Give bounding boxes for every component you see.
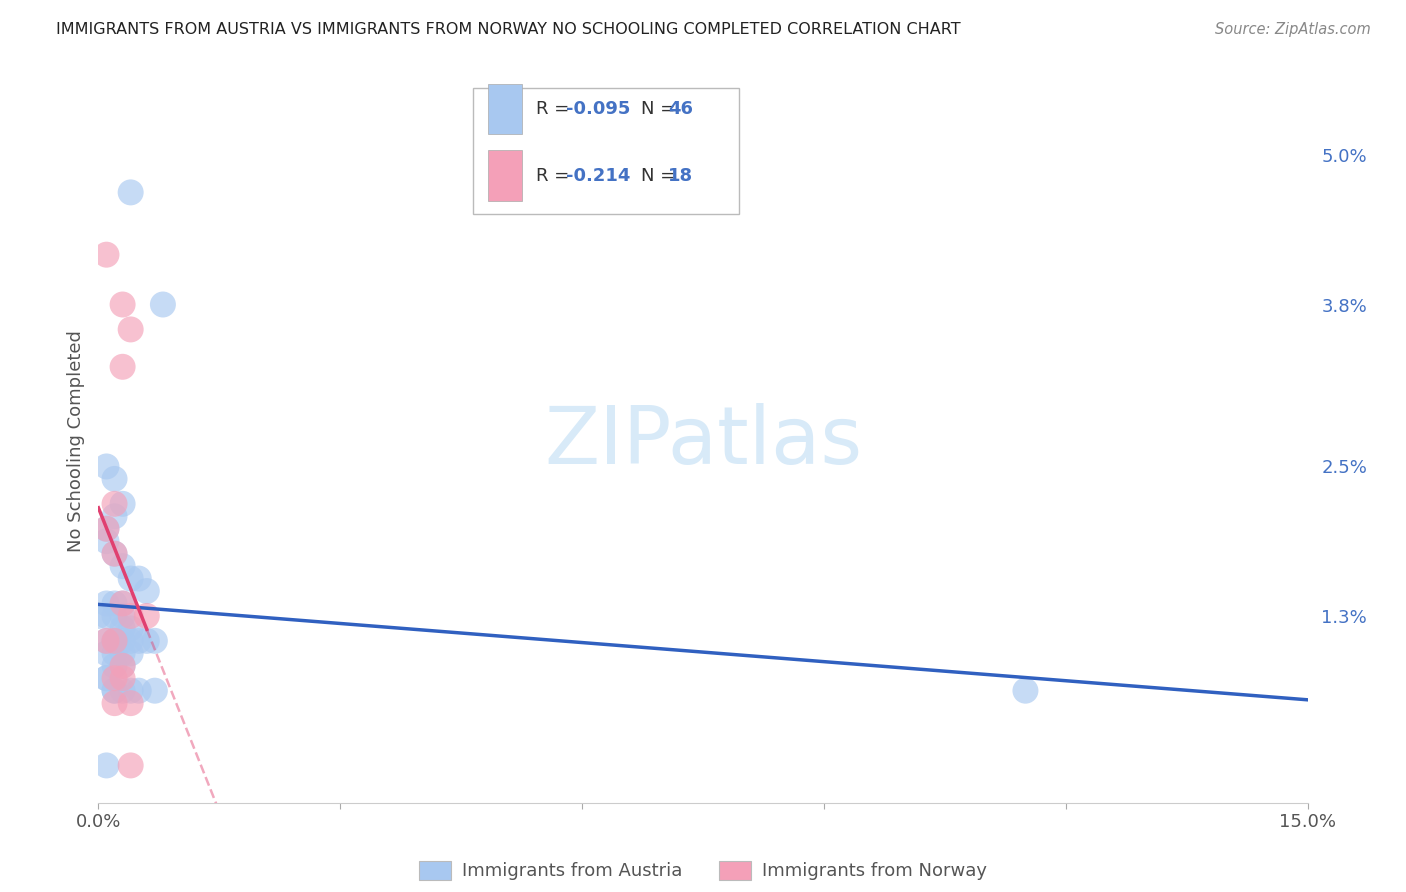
Text: IMMIGRANTS FROM AUSTRIA VS IMMIGRANTS FROM NORWAY NO SCHOOLING COMPLETED CORRELA: IMMIGRANTS FROM AUSTRIA VS IMMIGRANTS FR… (56, 22, 960, 37)
Point (103, 633, 125, 648)
Point (120, 186, 142, 200)
Point (1014, 683, 1036, 698)
Point (96, 534, 118, 549)
Text: ZIPatlas: ZIPatlas (544, 402, 862, 481)
Point (103, 547, 125, 561)
Point (103, 671, 125, 685)
Point (120, 621, 142, 635)
Point (111, 597, 134, 611)
Point (111, 658, 134, 673)
Point (143, 633, 166, 648)
Point (96, 671, 118, 685)
Point (111, 683, 134, 698)
Point (96, 758, 118, 772)
Point (128, 683, 150, 698)
Text: N =: N = (641, 100, 682, 118)
Point (111, 646, 134, 660)
Point (111, 633, 134, 648)
Point (103, 658, 125, 673)
Point (111, 297, 134, 311)
Point (103, 633, 125, 648)
Point (152, 297, 174, 311)
Point (96, 633, 118, 648)
Point (135, 633, 157, 648)
Point (143, 683, 166, 698)
Point (103, 547, 125, 561)
Point (96, 646, 118, 660)
Text: 18: 18 (668, 167, 693, 185)
Point (111, 609, 134, 624)
Point (111, 671, 134, 685)
Point (103, 683, 125, 698)
Point (120, 696, 142, 710)
Text: R =: R = (536, 167, 581, 185)
Point (87, 609, 110, 624)
Point (96, 671, 118, 685)
Point (103, 696, 125, 710)
FancyBboxPatch shape (488, 84, 522, 135)
Text: -0.214: -0.214 (567, 167, 631, 185)
Point (128, 633, 150, 648)
Point (111, 658, 134, 673)
Point (111, 559, 134, 574)
Point (111, 621, 134, 635)
Text: R =: R = (536, 100, 575, 118)
Point (103, 472, 125, 486)
Point (103, 633, 125, 648)
Point (96, 248, 118, 262)
Point (111, 497, 134, 511)
Point (135, 584, 157, 599)
Text: N =: N = (641, 167, 682, 185)
Y-axis label: No Schooling Completed: No Schooling Completed (66, 331, 84, 552)
Point (96, 459, 118, 474)
Text: 46: 46 (668, 100, 693, 118)
Point (103, 497, 125, 511)
Point (96, 522, 118, 536)
Point (120, 683, 142, 698)
Point (120, 758, 142, 772)
Point (111, 597, 134, 611)
Point (96, 597, 118, 611)
Point (103, 646, 125, 660)
Point (135, 609, 157, 624)
Text: -0.095: -0.095 (567, 100, 631, 118)
Point (103, 683, 125, 698)
Point (120, 572, 142, 586)
Point (96, 522, 118, 536)
Point (120, 609, 142, 624)
Point (103, 609, 125, 624)
Point (120, 322, 142, 336)
Point (103, 509, 125, 524)
Point (111, 359, 134, 374)
Legend: Immigrants from Austria, Immigrants from Norway: Immigrants from Austria, Immigrants from… (412, 854, 994, 888)
FancyBboxPatch shape (474, 87, 740, 214)
Point (120, 633, 142, 648)
Point (96, 609, 118, 624)
Point (120, 646, 142, 660)
Point (128, 572, 150, 586)
Point (96, 633, 118, 648)
Point (103, 597, 125, 611)
FancyBboxPatch shape (488, 151, 522, 201)
Text: Source: ZipAtlas.com: Source: ZipAtlas.com (1215, 22, 1371, 37)
